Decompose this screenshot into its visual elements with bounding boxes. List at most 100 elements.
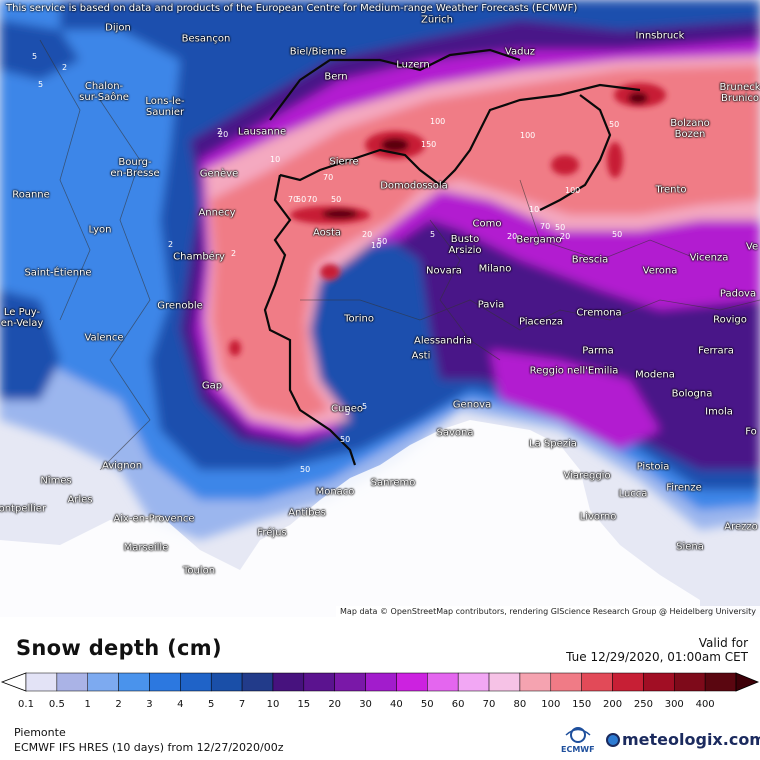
city-label: Roanne bbox=[12, 189, 50, 201]
city-label: Modena bbox=[635, 369, 675, 381]
city-label: Imola bbox=[705, 406, 733, 418]
city-label: Luzern bbox=[396, 59, 430, 71]
contour-label: 2 bbox=[217, 127, 223, 136]
contour-label: 20 bbox=[218, 130, 229, 139]
city-label: Pistoia bbox=[636, 461, 670, 473]
contour-label: 100 bbox=[520, 131, 536, 140]
city-label: Sanremo bbox=[370, 477, 416, 489]
legend-tick-label: 50 bbox=[420, 699, 434, 710]
city-label: Milano bbox=[478, 263, 512, 275]
legend-tick-label: 5 bbox=[208, 699, 215, 710]
city-label: Nîmes bbox=[40, 475, 72, 487]
city-label: Saint-Étienne bbox=[24, 267, 92, 279]
city-label: Livorno bbox=[579, 511, 617, 523]
legend-tick-label: 250 bbox=[633, 699, 653, 710]
city-label: Firenze bbox=[666, 482, 702, 494]
legend-tick-label: 0.5 bbox=[48, 699, 65, 710]
city-label: Bolzano Bozen bbox=[670, 118, 710, 140]
legend-swatch bbox=[334, 672, 366, 692]
legend-tick-label: 80 bbox=[513, 699, 527, 710]
city-label: Novara bbox=[426, 265, 462, 277]
legend-title: Snow depth (cm) bbox=[16, 636, 222, 660]
city-label: Ve bbox=[745, 241, 759, 253]
city-label: Aix-en-Provence bbox=[113, 513, 195, 525]
legend-tick-label: 3 bbox=[146, 699, 153, 710]
city-label: Besançon bbox=[181, 33, 231, 45]
city-label: Grenoble bbox=[157, 300, 203, 312]
legend-swatch bbox=[303, 672, 335, 692]
city-label: Genova bbox=[452, 399, 492, 411]
meteologix-brand[interactable]: meteologix.com bbox=[606, 730, 760, 749]
city-label: Arles bbox=[67, 494, 93, 506]
contour-label: 2 bbox=[62, 63, 68, 72]
model-run-info: ECMWF IFS HRES (10 days) from 12/27/2020… bbox=[14, 741, 284, 754]
legend-swatch bbox=[87, 672, 119, 692]
city-label: Siena bbox=[676, 541, 704, 553]
brand-name: meteologix.com bbox=[622, 730, 760, 749]
city-label: Lons-le- Saunier bbox=[145, 96, 185, 118]
contour-label: 70 bbox=[323, 173, 334, 182]
legend-tick-label: 20 bbox=[328, 699, 342, 710]
legend-swatch bbox=[457, 672, 490, 692]
legend-tick-label: 30 bbox=[359, 699, 372, 710]
legend-tick-label: 100 bbox=[541, 699, 561, 710]
legend-tick-label: 70 bbox=[482, 699, 496, 710]
contour-label: 50 bbox=[609, 120, 620, 129]
contour-label: 50 bbox=[555, 223, 566, 232]
contour-label: 50 bbox=[296, 195, 307, 204]
city-label: Savona bbox=[436, 427, 474, 439]
city-label: Cuneo bbox=[331, 403, 363, 415]
legend-swatch bbox=[149, 672, 181, 692]
legend-swatch bbox=[427, 672, 459, 692]
city-label: Aosta bbox=[312, 227, 342, 239]
city-label: Brescia bbox=[571, 254, 609, 266]
city-label: Bruneck Brunico bbox=[719, 82, 760, 104]
city-label: Arezzo bbox=[724, 521, 758, 533]
contour-label: 20 bbox=[362, 230, 373, 239]
legend-tick-label: 7 bbox=[238, 699, 246, 710]
contour-label: 50 bbox=[377, 237, 388, 246]
city-label: Domodossola bbox=[380, 180, 448, 192]
legend-swatch bbox=[519, 672, 552, 692]
city-label: Reggio nell'Emilia bbox=[529, 365, 619, 377]
legend-swatch bbox=[612, 672, 644, 692]
city-label: Le Puy-en-Velay bbox=[0, 307, 44, 329]
legend-swatch bbox=[180, 672, 212, 692]
legend-swatch bbox=[272, 672, 305, 692]
legend-arrow-high bbox=[735, 672, 760, 692]
legend-tick-label: 40 bbox=[390, 699, 403, 710]
legend-tick-label: 60 bbox=[451, 699, 465, 710]
data-source-disclaimer: This service is based on data and produc… bbox=[6, 3, 578, 14]
contour-label: 20 bbox=[507, 232, 518, 241]
contour-label: 10 bbox=[371, 241, 382, 250]
city-label: Trento bbox=[655, 184, 687, 196]
contour-label: 150 bbox=[421, 140, 437, 149]
legend-swatch bbox=[581, 672, 613, 692]
city-label: Lausanne bbox=[237, 126, 287, 138]
city-label: Piacenza bbox=[518, 316, 564, 328]
legend-tick-label: 4 bbox=[177, 699, 184, 710]
city-label: Busto Arsizio bbox=[448, 234, 482, 256]
city-label: Vicenza bbox=[689, 252, 729, 264]
legend-tick-label: 150 bbox=[572, 699, 592, 710]
city-label: Cremona bbox=[576, 307, 622, 319]
legend-tick-label: 200 bbox=[602, 699, 623, 710]
city-label: Asti bbox=[411, 350, 431, 362]
city-label: Bologna bbox=[671, 388, 713, 400]
city-label: Fo bbox=[745, 426, 757, 438]
city-label: Chalon-sur-Saône bbox=[79, 81, 129, 103]
contour-label: 2 bbox=[168, 240, 174, 249]
legend-tick-label: 15 bbox=[297, 699, 311, 710]
city-label: Como bbox=[472, 218, 502, 230]
city-label: Parma bbox=[582, 345, 614, 357]
city-label: Montpellier bbox=[0, 503, 47, 515]
forecast-map[interactable]: This service is based on data and produc… bbox=[0, 0, 760, 617]
city-label: Alessandria bbox=[413, 335, 473, 347]
contour-label: 50 bbox=[340, 435, 351, 444]
city-label: Lucca bbox=[618, 488, 648, 500]
valid-for-label: Valid for bbox=[698, 636, 748, 650]
city-label: Sierre bbox=[329, 156, 359, 168]
contour-label: 10 bbox=[270, 155, 281, 164]
valid-date: Tue 12/29/2020, 01:00am CET bbox=[566, 650, 748, 664]
city-label: Chambéry bbox=[173, 251, 225, 263]
